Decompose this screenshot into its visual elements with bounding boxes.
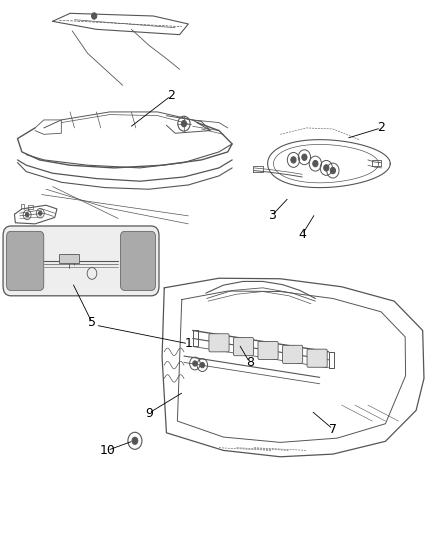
Circle shape — [302, 154, 307, 160]
Text: 1: 1 — [184, 337, 192, 350]
FancyBboxPatch shape — [258, 342, 278, 360]
FancyBboxPatch shape — [7, 231, 44, 290]
Text: 8: 8 — [246, 356, 254, 369]
Text: 7: 7 — [329, 423, 337, 435]
Text: 2: 2 — [377, 122, 385, 134]
Text: 9: 9 — [145, 407, 153, 419]
Text: 10: 10 — [99, 444, 115, 457]
Circle shape — [132, 437, 138, 445]
FancyBboxPatch shape — [283, 345, 303, 364]
FancyBboxPatch shape — [3, 226, 159, 296]
Circle shape — [291, 157, 296, 163]
FancyBboxPatch shape — [233, 337, 254, 356]
Circle shape — [330, 167, 336, 174]
Circle shape — [324, 165, 329, 171]
Circle shape — [181, 120, 187, 127]
Circle shape — [25, 213, 29, 217]
Text: 4: 4 — [298, 228, 306, 241]
Text: 3: 3 — [268, 209, 276, 222]
Circle shape — [92, 13, 97, 19]
Circle shape — [313, 160, 318, 167]
FancyBboxPatch shape — [307, 349, 327, 367]
FancyBboxPatch shape — [209, 334, 229, 352]
Text: 5: 5 — [88, 316, 96, 329]
Circle shape — [200, 362, 205, 368]
Text: 2: 2 — [167, 90, 175, 102]
FancyBboxPatch shape — [120, 231, 155, 290]
Circle shape — [39, 211, 42, 215]
Bar — [59, 254, 79, 263]
Circle shape — [193, 361, 197, 366]
